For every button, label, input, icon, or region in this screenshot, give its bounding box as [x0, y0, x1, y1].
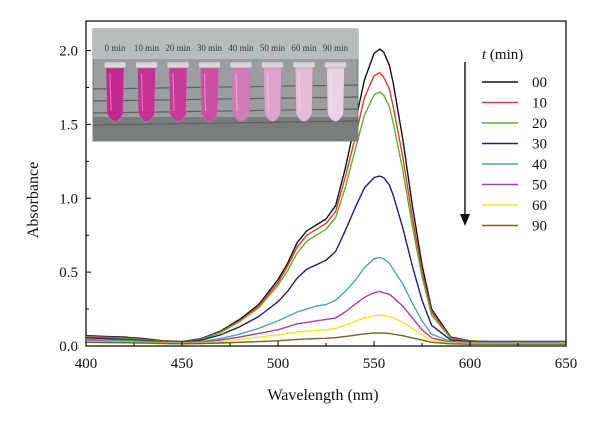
legend-label-50: 50	[532, 178, 547, 194]
tube-time-label: 10 min	[134, 43, 160, 53]
x-tick-label: 400	[75, 356, 98, 372]
sample-tube	[200, 67, 219, 122]
series-line-30	[85, 175, 566, 343]
series-line-90	[85, 332, 566, 345]
y-tick-label: 1.5	[59, 117, 78, 133]
y-tick-label: 1.0	[59, 191, 78, 207]
tube-highlight	[266, 72, 270, 112]
x-tick-label: 450	[171, 356, 194, 372]
tube-highlight	[235, 72, 238, 112]
tube-time-label: 0 min	[105, 43, 126, 53]
sample-tube	[231, 67, 251, 122]
tube-time-label: 60 min	[291, 43, 317, 53]
y-axis-title: Absorbance	[25, 162, 42, 238]
series-layer	[85, 48, 566, 345]
tube-cap	[229, 61, 253, 69]
inset-rack-bar	[92, 120, 359, 126]
legend: t (min) 00 10 20 30 40 50 60 90	[460, 47, 547, 235]
legend-label-40: 40	[532, 157, 547, 173]
tube-cap	[261, 61, 284, 69]
tube-highlight	[172, 72, 175, 112]
legend-label-10: 10	[532, 96, 547, 112]
legend-label-20: 20	[532, 116, 547, 132]
tube-highlight	[298, 72, 301, 112]
inset-rack-bar	[92, 84, 359, 90]
tube-cap	[198, 61, 221, 69]
tube-time-label: 30 min	[197, 43, 223, 53]
x-axis-title: Wavelength (nm)	[267, 387, 378, 404]
legend-label-60: 60	[532, 198, 547, 214]
tube-highlight	[109, 72, 112, 112]
y-tick-label: 0.0	[59, 339, 78, 355]
y-tick-label: 0.5	[59, 265, 78, 281]
tube-time-label: 50 min	[260, 43, 286, 53]
sample-tube	[168, 67, 188, 122]
sample-tube	[263, 67, 282, 122]
x-tick-label: 650	[555, 356, 578, 372]
sample-tube	[105, 67, 125, 122]
axis-ticks: 400 450 500 550 600 650 0.0 0.5 1.0 1.5 2.0	[59, 44, 577, 372]
inset-photo: 0 min 10 min 20 min 30 min 40 min 50 min 60 mi…	[92, 28, 359, 142]
sample-tube	[294, 67, 314, 122]
legend-label-90: 90	[532, 219, 547, 235]
inset-rack-bar	[92, 96, 359, 102]
sample-tube	[326, 67, 345, 122]
legend-title: t (min)	[482, 47, 523, 63]
inset-rack-bar	[92, 108, 359, 114]
sample-tube	[137, 67, 156, 122]
y-tick-label: 2.0	[59, 44, 78, 60]
tube-cap	[166, 61, 190, 69]
inset-bench	[93, 117, 358, 141]
x-tick-label: 550	[363, 356, 386, 372]
tube-highlight	[329, 72, 333, 112]
series-line-50	[85, 290, 566, 344]
x-tick-label: 500	[267, 356, 290, 372]
tube-time-label: 20 min	[165, 43, 191, 53]
tube-cap	[292, 61, 316, 69]
inset-wall	[93, 29, 358, 59]
tube-time-label: 90 min	[323, 43, 349, 53]
tube-cap	[324, 61, 347, 69]
tube-highlight	[140, 72, 144, 112]
tube-cap	[103, 61, 127, 69]
tube-time-label: 40 min	[228, 43, 254, 53]
trend-arrow-head	[460, 214, 470, 226]
tube-highlight	[203, 72, 207, 112]
tube-cap	[135, 61, 158, 69]
legend-label-00: 00	[532, 75, 547, 91]
legend-label-30: 30	[532, 137, 547, 153]
x-tick-label: 600	[459, 356, 482, 372]
